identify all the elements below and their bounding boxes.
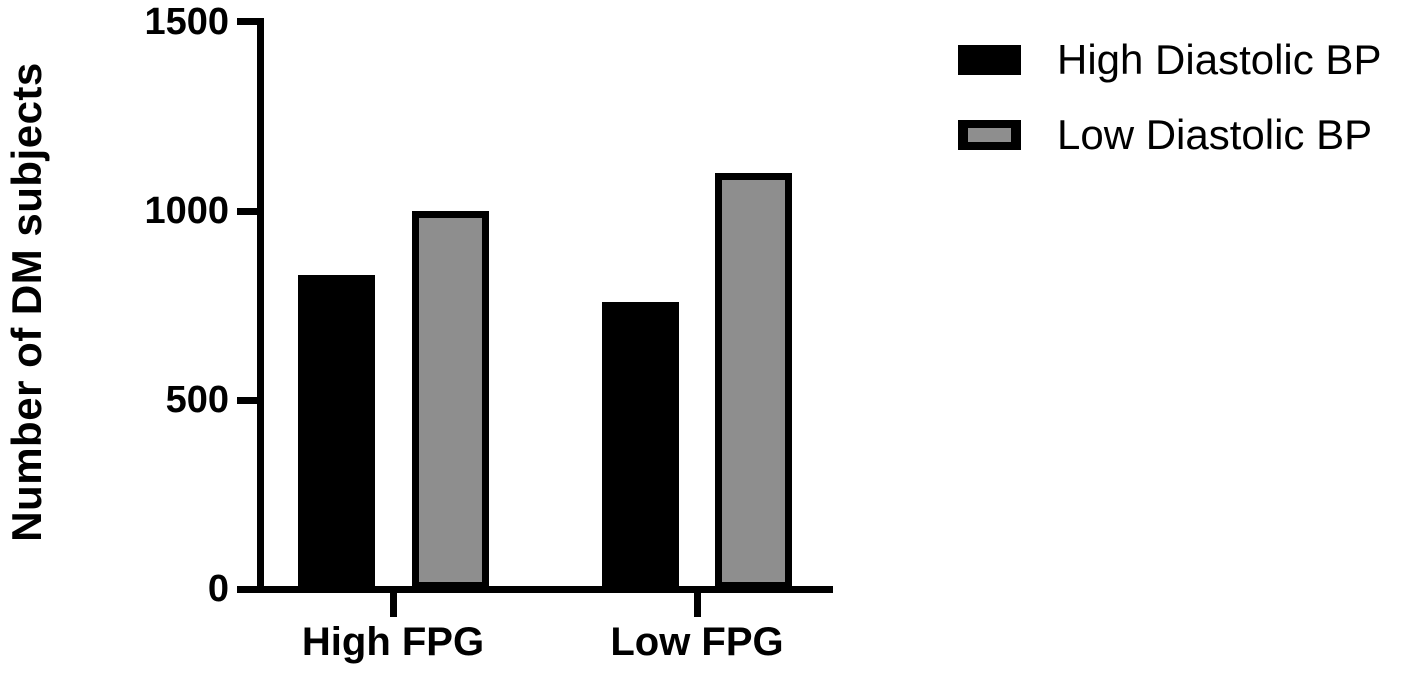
x-axis-line	[237, 586, 833, 593]
y-tick-label-0: 0	[207, 568, 229, 610]
x-tick-mark-high-fpg	[390, 589, 397, 617]
y-axis-line	[257, 18, 264, 593]
bar-low-fpg-low-dbp	[715, 173, 792, 589]
y-tick-label-1000: 1000	[144, 190, 229, 232]
bar-low-fpg-high-dbp	[602, 302, 679, 589]
legend-swatch-high-diastolic-bp	[958, 45, 1021, 75]
legend-swatch-low-diastolic-bp	[958, 120, 1021, 150]
y-tick-label-500: 500	[165, 379, 229, 421]
y-tick-mark-500	[237, 397, 263, 404]
bar-high-fpg-high-dbp	[298, 275, 375, 589]
y-tick-label-1500: 1500	[144, 1, 229, 43]
x-category-label-low-fpg: Low FPG	[610, 620, 784, 664]
y-axis-title: Number of DM subjects	[3, 62, 50, 542]
x-tick-mark-low-fpg	[694, 589, 701, 617]
y-tick-mark-1500	[237, 18, 263, 25]
x-category-label-high-fpg: High FPG	[301, 620, 485, 664]
legend-label-low-diastolic-bp: Low Diastolic BP	[1057, 111, 1373, 158]
bar-high-fpg-low-dbp	[412, 211, 489, 589]
y-tick-mark-1000	[237, 208, 263, 215]
legend-label-high-diastolic-bp: High Diastolic BP	[1057, 36, 1382, 83]
